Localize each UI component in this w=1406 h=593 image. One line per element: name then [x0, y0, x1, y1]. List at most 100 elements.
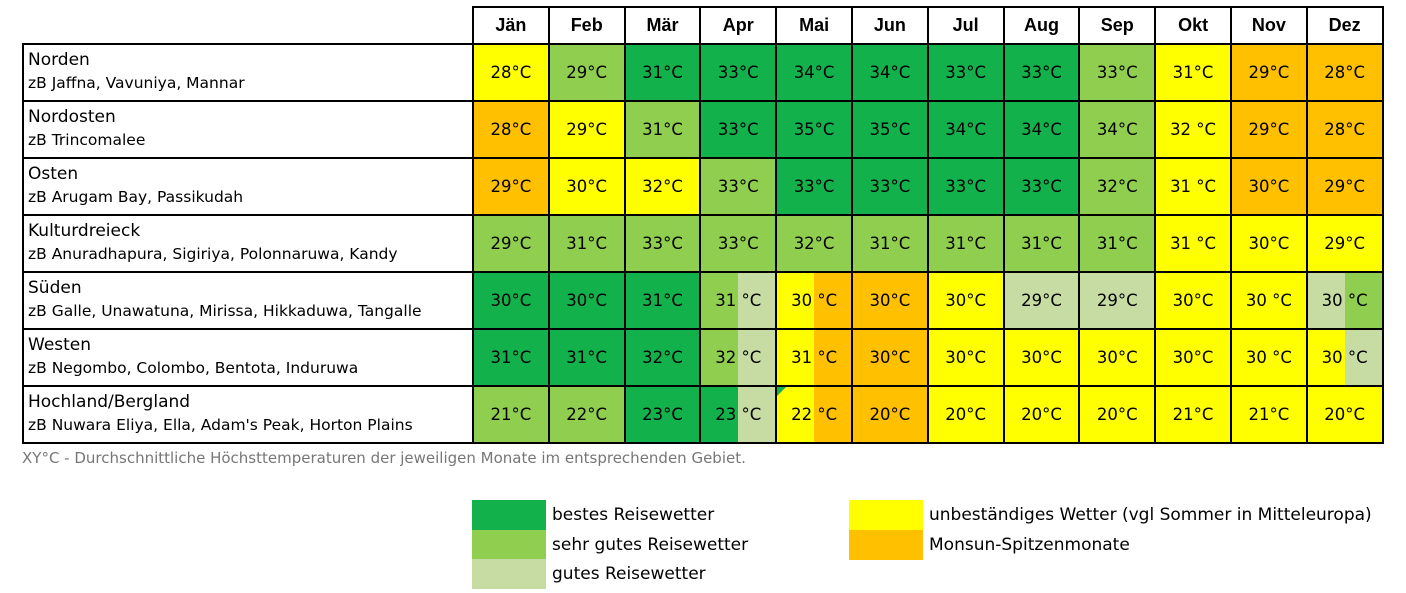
temperature-value: 22 °C [791, 405, 838, 424]
legend-swatch [472, 559, 546, 589]
temperature-cell: 33°C [850, 157, 929, 216]
temperature-value: 31°C [1021, 234, 1062, 253]
cell-rating-color [1231, 45, 1306, 100]
temperature-cell: 31°C [1002, 214, 1081, 273]
region-cell: Kulturdreieck zB Anuradhapura, Sigiriya, … [22, 214, 474, 273]
temperature-value: 34°C [869, 63, 911, 82]
temperature-cell: 33°C [699, 100, 778, 159]
temperature-cell: 20°C [926, 385, 1005, 444]
temperature-value: 34°C [945, 120, 987, 139]
cell-rating-color [928, 102, 1003, 157]
temperature-value: 30°C [1021, 348, 1062, 367]
cell-rating-color [625, 102, 700, 157]
temperature-cell: 28°C [1305, 43, 1384, 102]
cell-rating-color [1307, 216, 1382, 271]
month-header: Feb [547, 6, 626, 45]
temperature-value: 31°C [566, 234, 608, 253]
cell-rating-color [1307, 45, 1382, 100]
cell-rating-color [777, 45, 851, 100]
cell-rating-color [1004, 330, 1079, 385]
cell-rating-color [625, 273, 700, 328]
region-examples: zB Negombo, Colombo, Bentota, Induruwa [28, 359, 359, 377]
temperature-cell: 21°C [1154, 385, 1232, 444]
temperature-cell: 31 °C [1154, 214, 1232, 273]
cell-rating-color [928, 216, 1003, 271]
month-header: Jul [926, 6, 1005, 45]
month-header: Mär [623, 6, 702, 45]
temperature-value: 30 °C [1245, 291, 1292, 310]
region-name: Nordosten [28, 107, 116, 127]
cell-rating-color [852, 387, 927, 442]
temperature-value: 30°C [490, 291, 532, 310]
temperature-value: 30°C [1172, 291, 1214, 310]
temperature-value: 29°C [1324, 177, 1366, 196]
temperature-cell: 32 °C [699, 328, 778, 387]
temperature-cell: 31°C [926, 214, 1005, 273]
temperature-cell: 30°C [1002, 328, 1081, 387]
cell-rating-color [1156, 216, 1230, 271]
temperature-value: 23°C [642, 405, 683, 424]
legend-label: sehr gutes Reisewetter [552, 535, 749, 555]
cell-rating-color [1231, 273, 1306, 328]
region-row: Nordosten zB Trincomalee 28°C 29°C 31°C 33°C 3… [22, 100, 1384, 159]
legend-item: gutes Reisewetter [472, 559, 706, 589]
cell-rating-color [701, 102, 776, 157]
cell-rating-color [1307, 330, 1382, 385]
cell-rating-color [1231, 330, 1306, 385]
temperature-cell: 35°C [850, 100, 929, 159]
cell-corner-marker [701, 387, 711, 396]
temperature-value: 29°C [566, 63, 608, 82]
cell-rating-color [474, 102, 548, 157]
temperature-value: 35°C [793, 120, 835, 139]
temperature-value: 32°C [642, 177, 683, 196]
temperature-value: 35°C [869, 120, 911, 139]
cell-rating-color [474, 159, 548, 214]
temperature-cell: 21°C [1229, 385, 1308, 444]
legend-label: Monsun-Spitzenmonate [929, 535, 1130, 555]
temperature-cell: 31 °C [775, 328, 853, 387]
temperature-value: 33°C [717, 177, 759, 196]
temperature-value: 33°C [717, 234, 759, 253]
temperature-cell: 29°C [1078, 271, 1157, 330]
temperature-value: 21°C [1248, 405, 1290, 424]
temperature-value: 30°C [1248, 177, 1290, 196]
cell-rating-color [474, 216, 548, 271]
temperature-cell: 35°C [775, 100, 853, 159]
cell-rating-color [1156, 330, 1230, 385]
temperature-value: 31 °C [715, 291, 762, 310]
region-row: Süden zB Galle, Unawatuna, Mirissa, Hikka… [22, 271, 1384, 330]
temperature-value: 31°C [642, 63, 683, 82]
temperature-cell: 30°C [1229, 157, 1308, 216]
temperature-cell: 31°C [850, 214, 929, 273]
temperature-cell: 30 °C [775, 271, 853, 330]
temperature-value: 34°C [793, 63, 835, 82]
temperature-value: 32 °C [715, 348, 762, 367]
temperature-value: 30°C [869, 291, 911, 310]
temperature-cell: 33°C [1078, 43, 1157, 102]
cell-rating-color [474, 45, 548, 100]
cell-corner-marker [777, 387, 787, 396]
cell-rating-color [852, 159, 927, 214]
region-examples: zB Trincomalee [28, 131, 146, 149]
cell-rating-color [852, 216, 927, 271]
temperature-value: 33°C [945, 177, 987, 196]
cell-rating-color [1004, 216, 1079, 271]
month-header: Okt [1154, 6, 1232, 45]
cell-rating-color [852, 330, 927, 385]
temperature-cell: 31°C [547, 214, 626, 273]
cell-rating-color [625, 45, 700, 100]
region-name: Westen [28, 335, 92, 355]
region-name: Osten [28, 164, 79, 184]
temperature-cell: 34°C [850, 43, 929, 102]
temperature-value: 33°C [1021, 177, 1062, 196]
climate-table-container: Jän Feb Mär Apr Mai Jun Jul Aug Sep Okt Nov Dez Nor… [22, 6, 1384, 444]
legend-item: unbeständiges Wetter (vgl Sommer in Mitt… [849, 500, 1372, 530]
cell-rating-color [1231, 159, 1306, 214]
temperature-cell: 30°C [1229, 214, 1308, 273]
temperature-value: 34°C [1096, 120, 1138, 139]
legend-label: gutes Reisewetter [552, 564, 706, 584]
temperature-cell: 30 °C [1305, 328, 1384, 387]
legend-swatch [472, 500, 546, 530]
temperature-cell: 34°C [1002, 100, 1081, 159]
temperature-value: 30°C [566, 291, 608, 310]
